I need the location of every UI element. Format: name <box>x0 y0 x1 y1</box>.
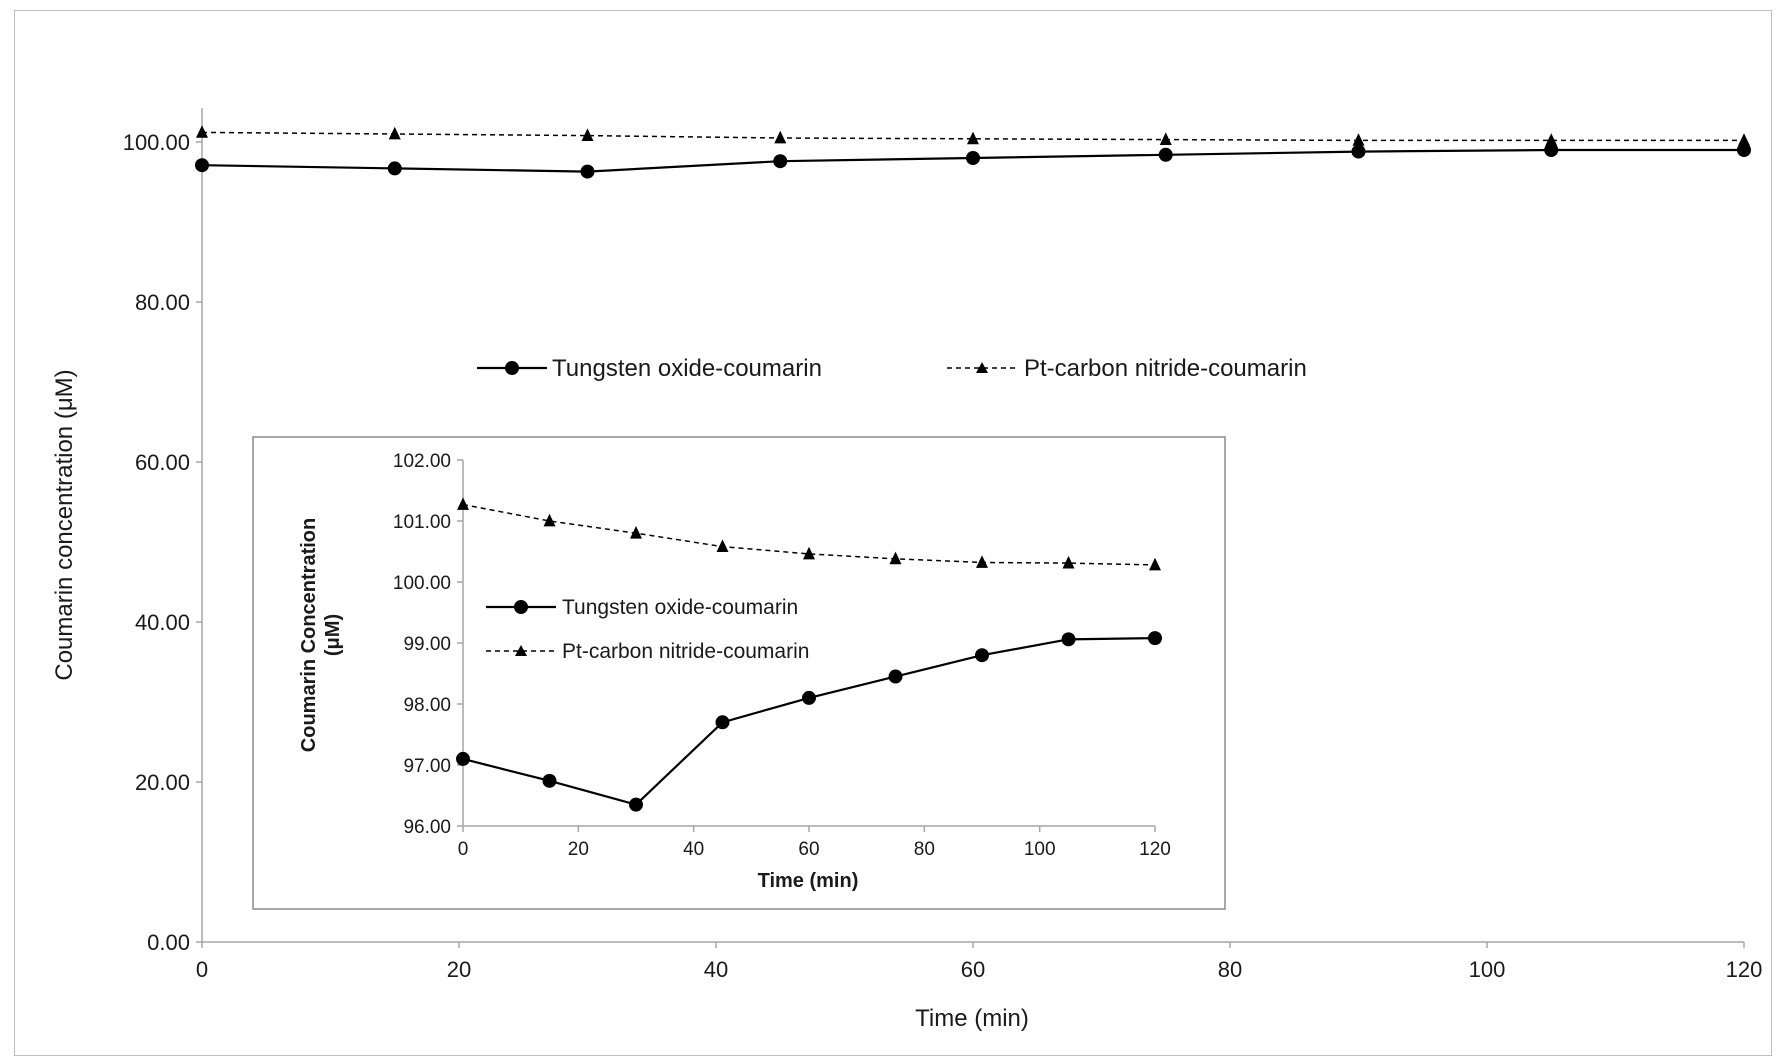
inset-x-tick-label: 80 <box>914 839 935 860</box>
main-point-pt <box>1545 133 1558 146</box>
main-point-tungsten <box>195 158 209 173</box>
legend-label-pt: Pt-carbon nitride-coumarin <box>1024 355 1307 382</box>
main-point-tungsten <box>1351 144 1366 159</box>
inset-point-pt <box>976 555 988 568</box>
main-x-tick-label: 80 <box>1218 957 1242 982</box>
inset-point-pt <box>889 551 902 565</box>
inset-point-tungsten <box>802 690 816 705</box>
inset-series <box>456 497 1162 812</box>
inset-legend-label-pt: Pt-carbon nitride-coumarin <box>562 640 809 663</box>
main-point-tungsten <box>1544 143 1559 157</box>
inset-point-pt <box>543 513 556 527</box>
inset-y-tick-label: 101.00 <box>393 512 451 533</box>
inset-chart: 96.00 97.00 98.00 99.00 100.00 101.00 102.00 0… <box>252 436 1226 910</box>
main-point-tungsten <box>387 161 402 176</box>
main-series <box>195 125 1751 179</box>
main-x-tick-label: 60 <box>961 957 985 982</box>
main-y-ticks: 0.00 20.00 40.00 60.00 80.00 100.00 <box>123 130 202 955</box>
main-point-pt <box>1159 132 1172 145</box>
inset-x-tick-label: 100 <box>1024 839 1056 860</box>
main-point-pt <box>967 131 979 145</box>
legend-marker-pt <box>976 362 988 373</box>
main-point-pt <box>774 130 787 144</box>
inset-x-tick-label: 0 <box>458 839 469 860</box>
inset-point-pt <box>716 539 729 553</box>
inset-point-pt <box>1062 555 1075 569</box>
inset-y-ticks: 96.00 97.00 98.00 99.00 100.00 101.00 102.00 <box>393 451 463 838</box>
main-x-tick-label: 100 <box>1469 957 1506 982</box>
inset-legend-marker-pt <box>515 645 527 656</box>
inset-point-tungsten <box>629 797 643 812</box>
main-point-tungsten <box>580 164 595 179</box>
inset-y-tick-label: 99.00 <box>403 634 451 655</box>
main-point-tungsten <box>1737 143 1751 157</box>
main-point-pt <box>388 126 401 140</box>
main-x-axis-title: Time (min) <box>915 1005 1029 1032</box>
main-point-pt <box>1738 133 1750 146</box>
main-x-tick-label: 120 <box>1726 957 1763 982</box>
inset-point-tungsten <box>715 715 730 730</box>
inset-point-tungsten <box>1148 631 1162 646</box>
inset-y-tick-label: 98.00 <box>403 695 451 716</box>
inset-legend-label-tungsten: Tungsten oxide-coumarin <box>562 596 798 619</box>
inset-point-pt <box>630 526 642 539</box>
inset-x-axis-title: Time (min) <box>758 870 859 892</box>
inset-y-tick-label: 100.00 <box>393 573 451 594</box>
inset-point-tungsten <box>975 648 989 663</box>
inset-y-tick-label: 96.00 <box>403 817 451 838</box>
main-chart: 0.00 20.00 40.00 60.00 80.00 100.00 0 20 40 60 80… <box>51 108 1762 1032</box>
legend-marker-tungsten <box>505 361 519 375</box>
inset-y-axis-title: Coumarin Concentration (μM) <box>298 518 344 752</box>
main-point-tungsten <box>1158 147 1173 162</box>
inset-point-tungsten <box>456 751 470 766</box>
inset-point-pt <box>457 497 469 510</box>
inset-x-tick-label: 120 <box>1139 839 1171 860</box>
main-x-tick-label: 0 <box>196 957 208 982</box>
main-y-axis-title: Coumarin concentration (μM) <box>51 369 78 680</box>
inset-point-tungsten <box>888 669 903 684</box>
main-x-tick-label: 40 <box>704 957 728 982</box>
inset-point-pt <box>1149 557 1161 571</box>
inset-point-tungsten <box>542 773 557 788</box>
main-legend: Tungsten oxide-coumarin Pt-carbon nitrid… <box>477 355 1307 382</box>
main-point-pt <box>581 128 594 141</box>
inset-x-tick-label: 60 <box>798 839 819 860</box>
main-y-tick-label: 0.00 <box>147 930 190 955</box>
legend-label-tungsten: Tungsten oxide-coumarin <box>552 355 822 382</box>
inset-x-tick-label: 20 <box>568 839 589 860</box>
inset-x-ticks: 0 20 40 60 80 100 120 <box>458 826 1171 860</box>
main-y-tick-label: 60.00 <box>135 450 190 475</box>
main-y-tick-label: 80.00 <box>135 290 190 315</box>
main-y-tick-label: 20.00 <box>135 770 190 795</box>
main-point-tungsten <box>966 151 980 165</box>
inset-y-tick-label: 97.00 <box>403 756 451 777</box>
main-point-tungsten <box>773 154 788 169</box>
main-y-tick-label: 100.00 <box>123 130 190 155</box>
main-y-tick-label: 40.00 <box>135 610 190 635</box>
inset-point-tungsten <box>1061 632 1076 647</box>
inset-legend: Tungsten oxide-coumarin Pt-carbon nitrid… <box>486 596 809 663</box>
inset-point-pt <box>803 546 815 560</box>
inset-series-line-pt <box>462 503 1156 566</box>
main-point-pt <box>196 125 208 138</box>
main-point-pt <box>1352 133 1365 146</box>
main-x-tick-label: 20 <box>447 957 471 982</box>
inset-frame <box>252 436 1226 910</box>
main-x-ticks: 0 20 40 60 80 100 120 <box>196 942 1762 982</box>
inset-x-tick-label: 40 <box>683 839 704 860</box>
inset-y-axis-title-line2: (μM) <box>322 614 344 656</box>
inset-y-axis-title-line1: Coumarin Concentration <box>298 518 320 752</box>
inset-legend-marker-tungsten <box>514 600 528 614</box>
inset-y-tick-label: 102.00 <box>393 451 451 472</box>
